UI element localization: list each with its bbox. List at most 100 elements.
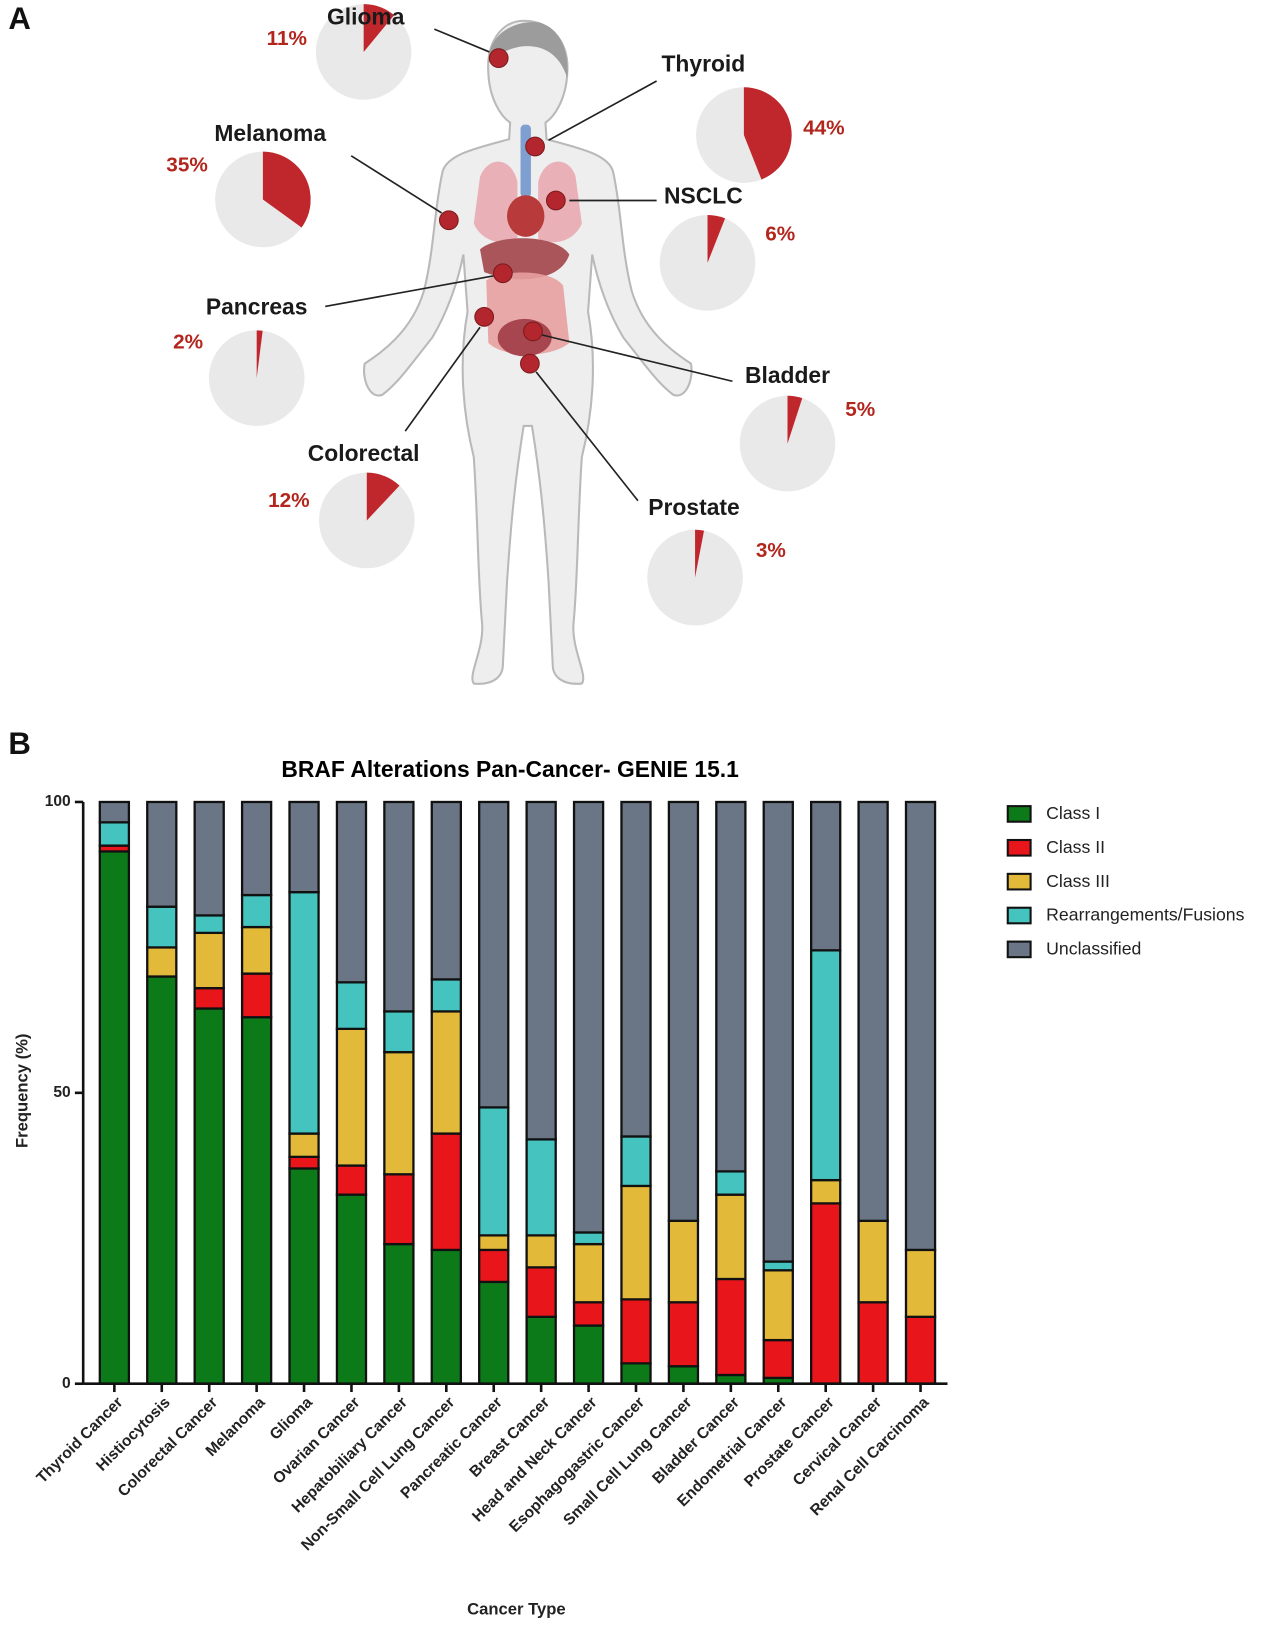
legend-swatch — [1006, 906, 1032, 925]
pie-label: Prostate — [648, 494, 739, 520]
pie-wedge — [256, 330, 263, 379]
x-tick-label: Cervical Cancer — [790, 1394, 885, 1489]
pie-value-label: 5% — [845, 398, 875, 421]
bar-segment — [430, 1132, 462, 1252]
bar-segment — [193, 931, 225, 990]
bar-segment — [240, 925, 273, 975]
panel-label: B — [8, 726, 31, 761]
bar-segment — [715, 800, 747, 1173]
bar-segment — [572, 1324, 605, 1385]
legend-swatch — [1006, 838, 1032, 857]
bar-segment — [193, 914, 225, 935]
bar-segment — [715, 1170, 747, 1196]
bar-segment — [98, 800, 131, 824]
pie-label: Glioma — [327, 4, 405, 30]
pie-label: Melanoma — [214, 120, 326, 146]
bar-segment — [620, 1184, 652, 1301]
bar-segment — [572, 1301, 605, 1327]
bar-segment — [146, 975, 178, 1385]
bar-segment — [572, 1231, 605, 1246]
bar-segment — [335, 1164, 368, 1196]
x-axis-label: Cancer Type — [467, 1600, 565, 1619]
pie-value-label: 12% — [268, 489, 310, 512]
pie-wedge — [743, 87, 792, 180]
pie-wedge — [363, 4, 395, 52]
bar-segment — [240, 972, 273, 1019]
pie-label: Bladder — [745, 362, 830, 388]
legend-swatch — [1006, 805, 1032, 823]
bar-segment — [620, 1135, 652, 1188]
bar-segment — [430, 1248, 462, 1385]
bar-segment — [620, 1362, 652, 1385]
bar-segment — [478, 1106, 510, 1237]
legend-label: Rearrangements/Fusions — [1046, 905, 1244, 925]
bar-segment — [288, 891, 320, 1135]
pie-label: Pancreas — [206, 294, 308, 320]
bar-segment — [525, 800, 557, 1141]
bar-segment — [525, 1315, 557, 1385]
pie-value-label: 44% — [803, 116, 845, 139]
bar-segment — [572, 1242, 605, 1304]
bar-segment — [904, 1315, 937, 1385]
y-tick-label: 0 — [62, 1375, 71, 1392]
bar-segment — [430, 978, 462, 1013]
legend-label: Unclassified — [1046, 939, 1141, 959]
legend-label: Class I — [1046, 803, 1100, 823]
bar-segment — [383, 1242, 415, 1385]
bar-segment — [98, 821, 131, 847]
bar-segment — [430, 800, 462, 981]
bar-segment — [193, 800, 225, 917]
x-tick-label: Bladder Cancer — [649, 1394, 742, 1487]
bar-segment — [288, 1167, 320, 1385]
y-axis-label: Frequency (%) — [12, 1034, 31, 1148]
bar-segment — [478, 800, 510, 1109]
pie-value-label: 2% — [173, 330, 203, 353]
bar-segment — [620, 800, 652, 1138]
bar-segment — [810, 1178, 842, 1205]
bar-segment — [904, 1248, 937, 1318]
bar-segment — [620, 1298, 652, 1365]
bar-segment — [810, 949, 842, 1182]
bar-segment — [525, 1266, 557, 1318]
x-tick-label: Thyroid Cancer — [34, 1394, 127, 1487]
bar-segment — [857, 800, 889, 1222]
bar-segment — [193, 986, 225, 1010]
bar-segment — [240, 800, 273, 897]
pie-value-label: 6% — [765, 222, 795, 245]
bar-segment — [762, 1260, 794, 1272]
bar-segment — [383, 800, 415, 1013]
x-tick-label: Prostate Cancer — [741, 1394, 838, 1491]
bar-segment — [810, 1202, 842, 1385]
bar-segment — [288, 1132, 320, 1158]
bar-segment — [98, 850, 131, 1385]
bar-segment — [335, 1027, 368, 1167]
legend-label: Class III — [1046, 871, 1110, 891]
bar-segment — [715, 1373, 747, 1385]
bar-segment — [383, 1173, 415, 1246]
pie-label: Colorectal — [308, 440, 420, 466]
bar-segment — [335, 800, 368, 984]
bar-segment — [904, 800, 937, 1252]
bar-segment — [857, 1301, 889, 1385]
pie-value-label: 11% — [267, 27, 307, 50]
pie-label: Thyroid — [661, 50, 745, 76]
pie-wedge — [366, 472, 400, 521]
bar-segment — [240, 1016, 273, 1385]
pie-value-label: 35% — [166, 154, 208, 177]
bar-segment — [715, 1277, 747, 1377]
bar-segment — [478, 1280, 510, 1385]
y-tick-label: 50 — [53, 1084, 71, 1101]
bar-segment — [430, 1010, 462, 1135]
legend-swatch — [1006, 940, 1032, 959]
pie-wedge — [695, 529, 705, 578]
bar-segment — [810, 800, 842, 952]
bar-segment — [478, 1248, 510, 1284]
bar-segment — [715, 1193, 747, 1281]
bar-segment — [762, 800, 794, 1263]
bar-segment — [667, 1219, 700, 1304]
chart-title: BRAF Alterations Pan-Cancer- GENIE 15.1 — [281, 756, 739, 782]
legend-label: Class II — [1046, 837, 1105, 857]
bar-segment — [667, 1301, 700, 1368]
